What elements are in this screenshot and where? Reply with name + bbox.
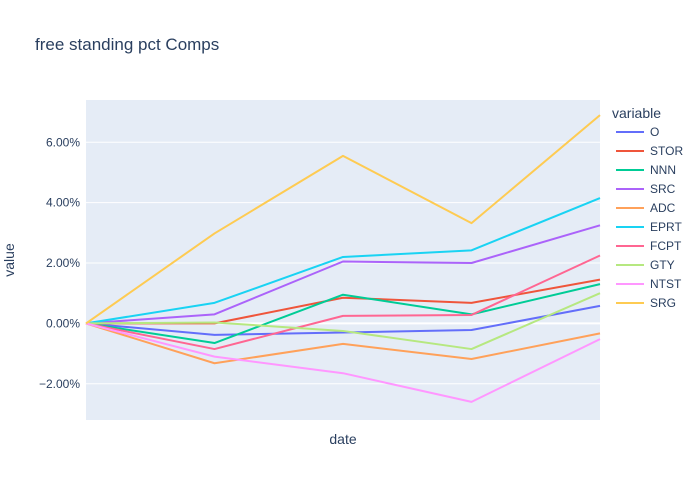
legend-item-o[interactable]: O: [616, 125, 659, 139]
legend-label: SRG: [650, 296, 676, 310]
legend-item-srg[interactable]: SRG: [616, 296, 676, 310]
legend-item-nnn[interactable]: NNN: [616, 163, 676, 177]
legend-title: variable: [612, 105, 661, 121]
series-line-adc: [85, 322, 601, 365]
legend-item-eprt[interactable]: EPRT: [616, 220, 682, 234]
chart-title: free standing pct Comps: [35, 35, 219, 54]
legend-label: EPRT: [650, 220, 682, 234]
legend-label: NTST: [650, 277, 682, 291]
series-line-o: [85, 304, 601, 336]
series-line-srg: [85, 114, 601, 325]
y-tick-label: 6.00%: [46, 135, 80, 149]
y-tick-label: −2.00%: [39, 377, 80, 391]
legend-label: NNN: [650, 163, 676, 177]
legend-item-ntst[interactable]: NTST: [616, 277, 682, 291]
y-axis-ticks: −2.00% 0.00% 2.00% 4.00% 6.00%: [39, 135, 80, 391]
legend-item-fcpt[interactable]: FCPT: [616, 239, 682, 253]
legend: O STOR NNN SRC ADC EPRT FCPT GTY NTST SRG: [616, 125, 683, 310]
y-tick-label: 4.00%: [46, 196, 80, 210]
series-line-ntst: [85, 322, 601, 403]
x-axis-title: date: [329, 431, 356, 447]
y-tick-label: 0.00%: [46, 316, 80, 330]
y-axis-title: value: [1, 243, 17, 277]
series-lines: [85, 114, 601, 403]
legend-item-src[interactable]: SRC: [616, 182, 676, 196]
legend-label: GTY: [650, 258, 675, 272]
plot-area: [86, 100, 600, 420]
legend-item-gty[interactable]: GTY: [616, 258, 675, 272]
legend-label: FCPT: [650, 239, 682, 253]
series-line-gty: [85, 292, 601, 351]
legend-item-adc[interactable]: ADC: [616, 201, 676, 215]
legend-item-stor[interactable]: STOR: [616, 144, 683, 158]
legend-label: ADC: [650, 201, 676, 215]
legend-label: SRC: [650, 182, 676, 196]
y-tick-label: 2.00%: [46, 256, 80, 270]
series-line-nnn: [85, 283, 601, 345]
series-line-eprt: [85, 197, 601, 325]
legend-label: O: [650, 125, 659, 139]
legend-label: STOR: [650, 144, 683, 158]
series-line-fcpt: [85, 254, 601, 351]
series-line-src: [85, 224, 601, 325]
